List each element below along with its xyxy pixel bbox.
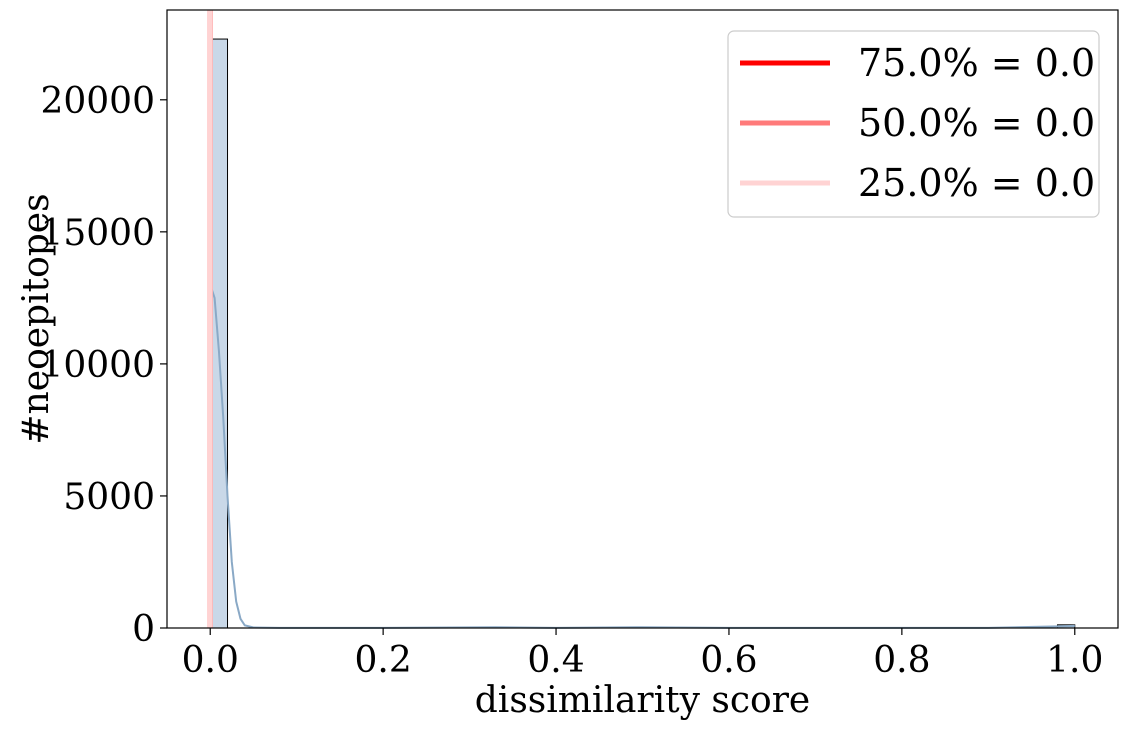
y-tick-label-3: 15000 (40, 213, 155, 254)
y-tick-label-4: 20000 (40, 81, 155, 122)
x-tick-label-1: 0.2 (355, 640, 412, 681)
x-axis-ticks: 0.0 0.2 0.4 0.6 0.8 1.0 (182, 628, 1103, 681)
y-axis-label: #neoepitopes (16, 193, 57, 444)
legend-label-0: 75.0% = 0.0 (858, 41, 1095, 85)
legend-label-2: 25.0% = 0.0 (858, 161, 1095, 205)
x-tick-label-3: 0.6 (700, 640, 757, 681)
kde-curve (209, 284, 1075, 629)
y-tick-label-0: 0 (132, 609, 155, 650)
x-tick-label-0: 0.0 (182, 640, 239, 681)
histogram-bar-0 (209, 38, 229, 629)
x-tick-label-5: 1.0 (1046, 640, 1103, 681)
legend-label-1: 50.0% = 0.0 (858, 101, 1095, 145)
x-axis-label: dissimilarity score (475, 680, 810, 721)
plot-frame (166, 9, 1119, 629)
y-tick-label-1: 5000 (63, 477, 155, 518)
x-tick-label-4: 0.8 (873, 640, 930, 681)
legend-box (727, 30, 1100, 218)
y-axis-ticks: 0 5000 10000 15000 20000 (40, 81, 167, 650)
x-tick-label-2: 0.4 (527, 640, 584, 681)
kde-curve-group (209, 284, 1075, 629)
legend: 75.0% = 0.0 50.0% = 0.0 25.0% = 0.0 (727, 30, 1100, 218)
y-tick-label-2: 10000 (40, 345, 155, 386)
